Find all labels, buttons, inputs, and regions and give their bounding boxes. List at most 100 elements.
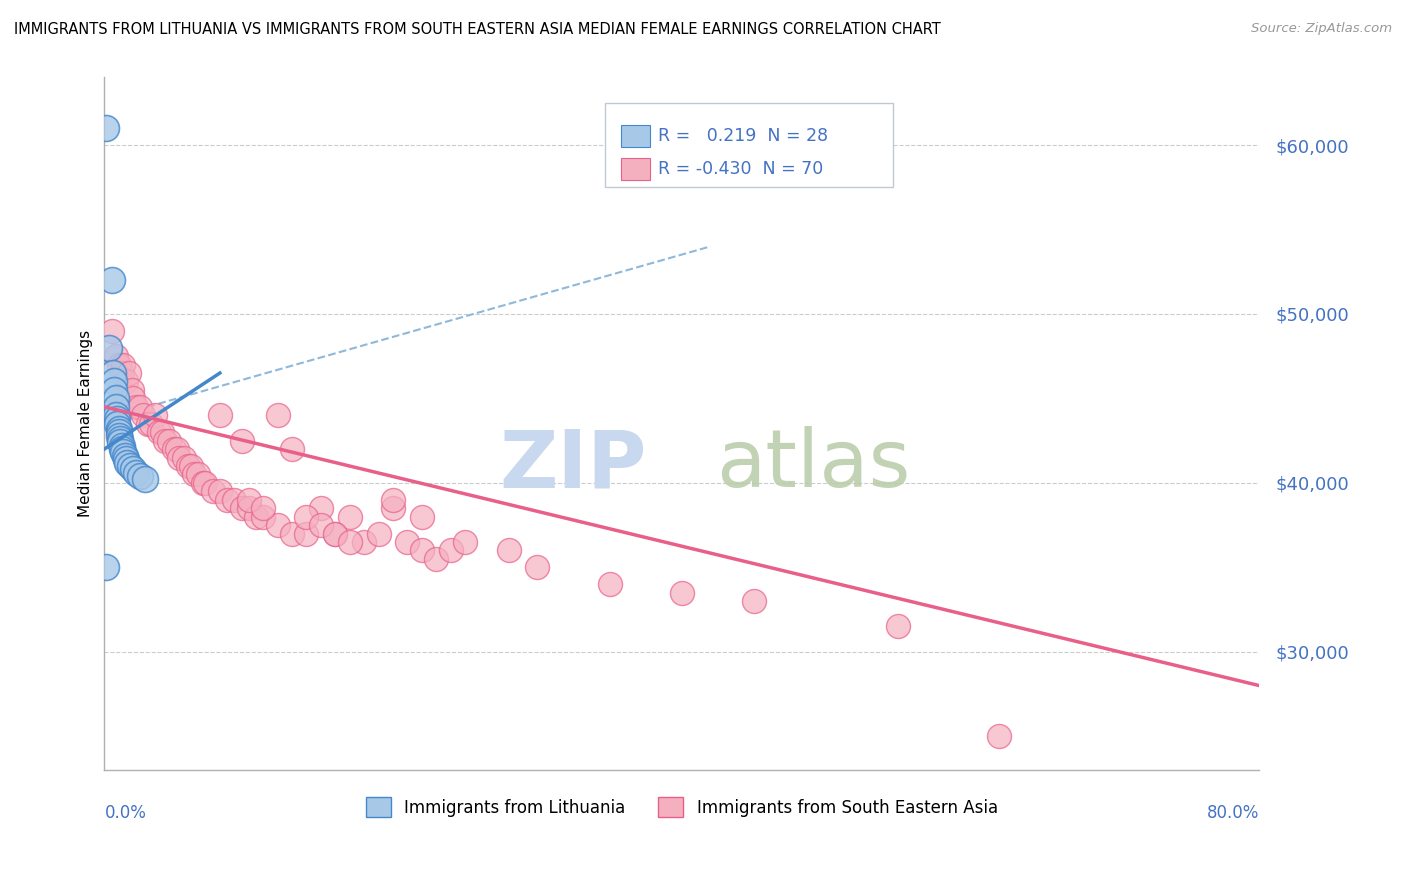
Point (112, 445, 135, 459)
Point (177, 458, 200, 473)
Point (112, 358, 135, 372)
Point (134, 473, 156, 487)
Point (382, 492, 405, 507)
Point (104, 400, 127, 414)
Point (115, 375, 138, 389)
Point (122, 392, 145, 406)
Point (143, 409, 166, 423)
Point (157, 434, 180, 448)
Point (281, 526, 304, 541)
Point (153, 434, 176, 448)
Point (339, 535, 361, 549)
Point (353, 535, 375, 549)
Point (104, 392, 127, 406)
Point (114, 449, 136, 463)
Point (339, 509, 361, 524)
Point (150, 425, 173, 439)
Point (120, 458, 142, 473)
Text: R = -0.430  N = 70: R = -0.430 N = 70 (658, 160, 824, 178)
Point (245, 509, 267, 524)
Point (411, 543, 433, 558)
Point (440, 543, 463, 558)
Point (94, 560, 117, 574)
Point (425, 552, 447, 566)
Point (94, 121, 117, 136)
Point (183, 467, 205, 482)
Point (169, 450, 191, 465)
Point (139, 417, 162, 431)
Point (396, 535, 419, 549)
Point (136, 417, 159, 431)
Point (281, 442, 304, 456)
Point (454, 535, 477, 549)
Point (309, 518, 332, 533)
Point (125, 466, 148, 480)
Point (208, 484, 231, 499)
Point (266, 409, 288, 423)
Point (498, 543, 520, 558)
Point (105, 411, 128, 425)
Point (173, 450, 195, 465)
Text: atlas: atlas (717, 426, 911, 504)
Point (148, 425, 170, 439)
Point (108, 422, 131, 436)
Text: 80.0%: 80.0% (1206, 804, 1260, 822)
Point (129, 469, 152, 483)
Point (166, 442, 188, 456)
Point (988, 729, 1011, 743)
Point (100, 273, 122, 287)
Point (367, 526, 389, 541)
Point (224, 492, 246, 507)
Point (104, 349, 127, 363)
Point (111, 439, 134, 453)
Point (671, 585, 693, 599)
Point (742, 594, 765, 608)
Point (115, 452, 138, 467)
Legend: Immigrants from Lithuania, Immigrants from South Eastern Asia: Immigrants from Lithuania, Immigrants fr… (359, 790, 1005, 824)
Point (111, 442, 134, 456)
Point (187, 467, 209, 482)
Point (110, 435, 132, 450)
Point (252, 501, 274, 516)
Point (217, 492, 239, 507)
Text: ZIP: ZIP (501, 426, 647, 504)
Point (526, 560, 548, 574)
Point (108, 358, 131, 372)
Point (101, 366, 124, 380)
Point (110, 432, 132, 446)
Point (121, 383, 143, 397)
Point (231, 501, 253, 516)
Text: 0.0%: 0.0% (104, 804, 146, 822)
Text: IMMIGRANTS FROM LITHUANIA VS IMMIGRANTS FROM SOUTH EASTERN ASIA MEDIAN FEMALE EA: IMMIGRANTS FROM LITHUANIA VS IMMIGRANTS … (14, 22, 941, 37)
Point (382, 501, 405, 516)
Point (887, 619, 910, 633)
Point (129, 400, 152, 414)
Point (163, 442, 186, 456)
Point (125, 400, 148, 414)
Point (411, 509, 433, 524)
Point (309, 501, 332, 516)
Point (111, 366, 134, 380)
Y-axis label: Median Female Earnings: Median Female Earnings (79, 330, 93, 517)
Point (323, 526, 346, 541)
Point (599, 577, 621, 591)
Point (108, 425, 131, 439)
Point (238, 492, 260, 507)
Text: Source: ZipAtlas.com: Source: ZipAtlas.com (1251, 22, 1392, 36)
Point (104, 409, 127, 423)
Point (132, 409, 155, 423)
Point (323, 526, 346, 541)
Point (295, 526, 318, 541)
Point (238, 501, 260, 516)
Point (231, 434, 253, 448)
Point (108, 428, 131, 442)
Point (201, 484, 224, 499)
Point (103, 383, 125, 397)
Point (191, 475, 214, 490)
Text: R =   0.219  N = 28: R = 0.219 N = 28 (658, 128, 828, 145)
Point (208, 409, 231, 423)
Point (97, 341, 120, 355)
Point (180, 458, 202, 473)
Point (105, 417, 128, 431)
Point (252, 509, 274, 524)
